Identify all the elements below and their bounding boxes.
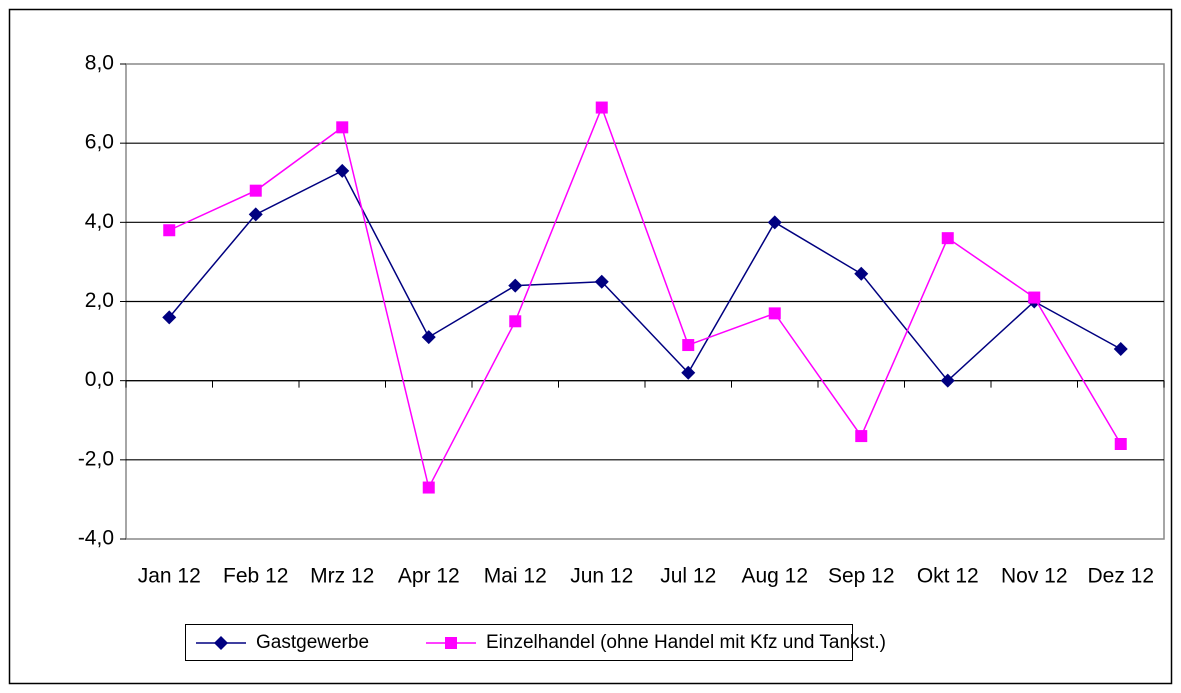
- data-point: [681, 365, 696, 380]
- data-point: [854, 266, 869, 281]
- legend-marker: [445, 637, 457, 649]
- data-point: [162, 310, 177, 325]
- data-point: [1114, 438, 1127, 450]
- data-point: [336, 121, 349, 134]
- y-tick-label: -4,0: [78, 527, 114, 550]
- data-point: [335, 163, 350, 178]
- x-tick-label: Apr 12: [398, 565, 460, 588]
- series-line: [168, 105, 1122, 490]
- y-tick-label: 6,0: [85, 131, 114, 154]
- legend-label: Gastgewerbe: [256, 632, 369, 653]
- data-point: [941, 232, 954, 245]
- data-point: [768, 307, 781, 320]
- data-point: [163, 224, 176, 237]
- x-tick-label: Aug 12: [741, 565, 808, 588]
- x-tick-label: Dez 12: [1087, 565, 1154, 588]
- legend-marker: [214, 636, 228, 650]
- x-tick-label: Mrz 12: [310, 565, 374, 588]
- legend-label: Einzelhandel (ohne Handel mit Kfz und Ta…: [486, 632, 886, 653]
- data-point: [248, 207, 263, 222]
- data-point: [422, 481, 435, 494]
- data-point: [249, 184, 262, 197]
- data-point: [595, 101, 608, 114]
- y-tick-label: 4,0: [85, 210, 114, 233]
- y-tick-label: 2,0: [85, 289, 114, 312]
- data-point: [767, 215, 782, 230]
- data-point: [508, 278, 523, 293]
- x-tick-label: Feb 12: [223, 565, 288, 588]
- y-tick-label: 8,0: [85, 52, 114, 75]
- series-line: [168, 169, 1122, 382]
- data-point: [594, 274, 609, 289]
- x-tick-label: Sep 12: [828, 565, 895, 588]
- x-tick-label: Okt 12: [917, 565, 979, 588]
- x-tick-label: Jul 12: [660, 565, 716, 588]
- data-point: [940, 373, 955, 388]
- y-tick-label: -2,0: [78, 447, 114, 470]
- data-point: [509, 315, 522, 328]
- x-tick-label: Jun 12: [570, 565, 633, 588]
- x-tick-label: Mai 12: [484, 565, 547, 588]
- data-point: [1028, 291, 1041, 304]
- legend: [185, 624, 853, 661]
- data-point: [1113, 342, 1128, 356]
- y-tick-label: 0,0: [85, 368, 114, 391]
- x-tick-label: Nov 12: [1001, 565, 1068, 588]
- data-point: [682, 339, 695, 352]
- data-point: [421, 330, 436, 345]
- x-tick-label: Jan 12: [138, 565, 201, 588]
- data-point: [855, 430, 868, 443]
